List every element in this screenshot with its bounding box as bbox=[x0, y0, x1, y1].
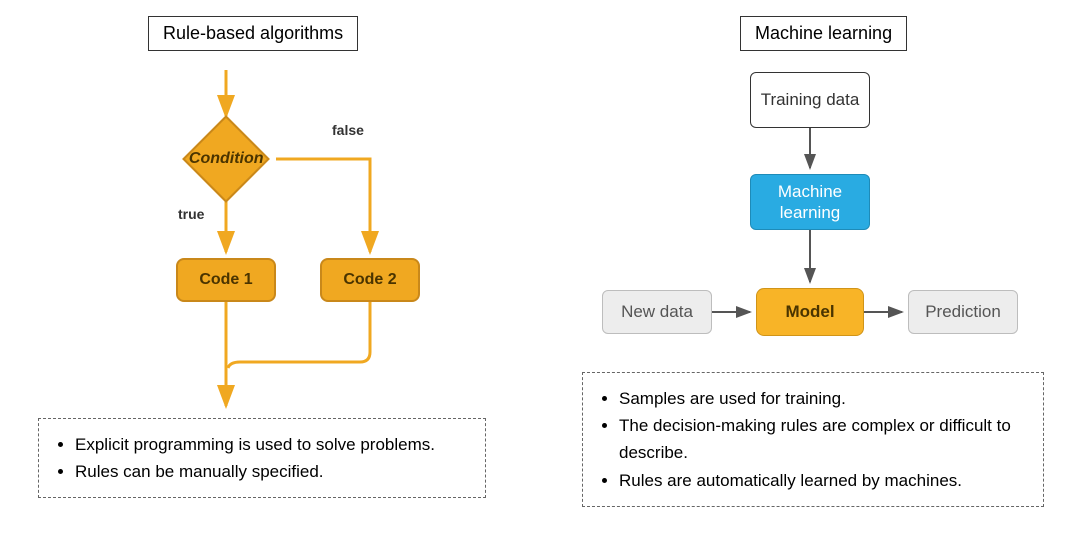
prediction-node: Prediction bbox=[908, 290, 1018, 334]
left-caption: Explicit programming is used to solve pr… bbox=[38, 418, 486, 498]
left-title: Rule-based algorithms bbox=[148, 16, 358, 51]
true-label: true bbox=[178, 206, 204, 222]
code2-label: Code 2 bbox=[343, 271, 396, 289]
new-data-node: New data bbox=[602, 290, 712, 334]
left-caption-item: Explicit programming is used to solve pr… bbox=[75, 431, 471, 458]
training-data-node: Training data bbox=[750, 72, 870, 128]
right-caption-item: The decision-making rules are complex or… bbox=[619, 412, 1029, 466]
right-caption: Samples are used for training. The decis… bbox=[582, 372, 1044, 507]
left-connectors bbox=[0, 0, 540, 440]
new-data-label: New data bbox=[621, 302, 693, 322]
code2-node: Code 2 bbox=[320, 258, 420, 302]
condition-label: Condition bbox=[189, 150, 264, 168]
model-node: Model bbox=[756, 288, 864, 336]
right-caption-item: Rules are automatically learned by machi… bbox=[619, 467, 1029, 494]
left-panel: Rule-based algorithms Condition Code 1 C… bbox=[0, 0, 540, 539]
machine-learning-label: Machine learning bbox=[751, 181, 869, 224]
code1-node: Code 1 bbox=[176, 258, 276, 302]
condition-node: Condition bbox=[182, 115, 270, 203]
right-title: Machine learning bbox=[740, 16, 907, 51]
model-label: Model bbox=[785, 302, 834, 322]
right-panel: Machine learning Training data Machine l… bbox=[540, 0, 1084, 539]
prediction-label: Prediction bbox=[925, 302, 1001, 322]
training-data-label: Training data bbox=[761, 89, 860, 110]
left-caption-item: Rules can be manually specified. bbox=[75, 458, 471, 485]
code1-label: Code 1 bbox=[199, 271, 252, 289]
machine-learning-node: Machine learning bbox=[750, 174, 870, 230]
right-caption-item: Samples are used for training. bbox=[619, 385, 1029, 412]
false-label: false bbox=[332, 122, 364, 138]
